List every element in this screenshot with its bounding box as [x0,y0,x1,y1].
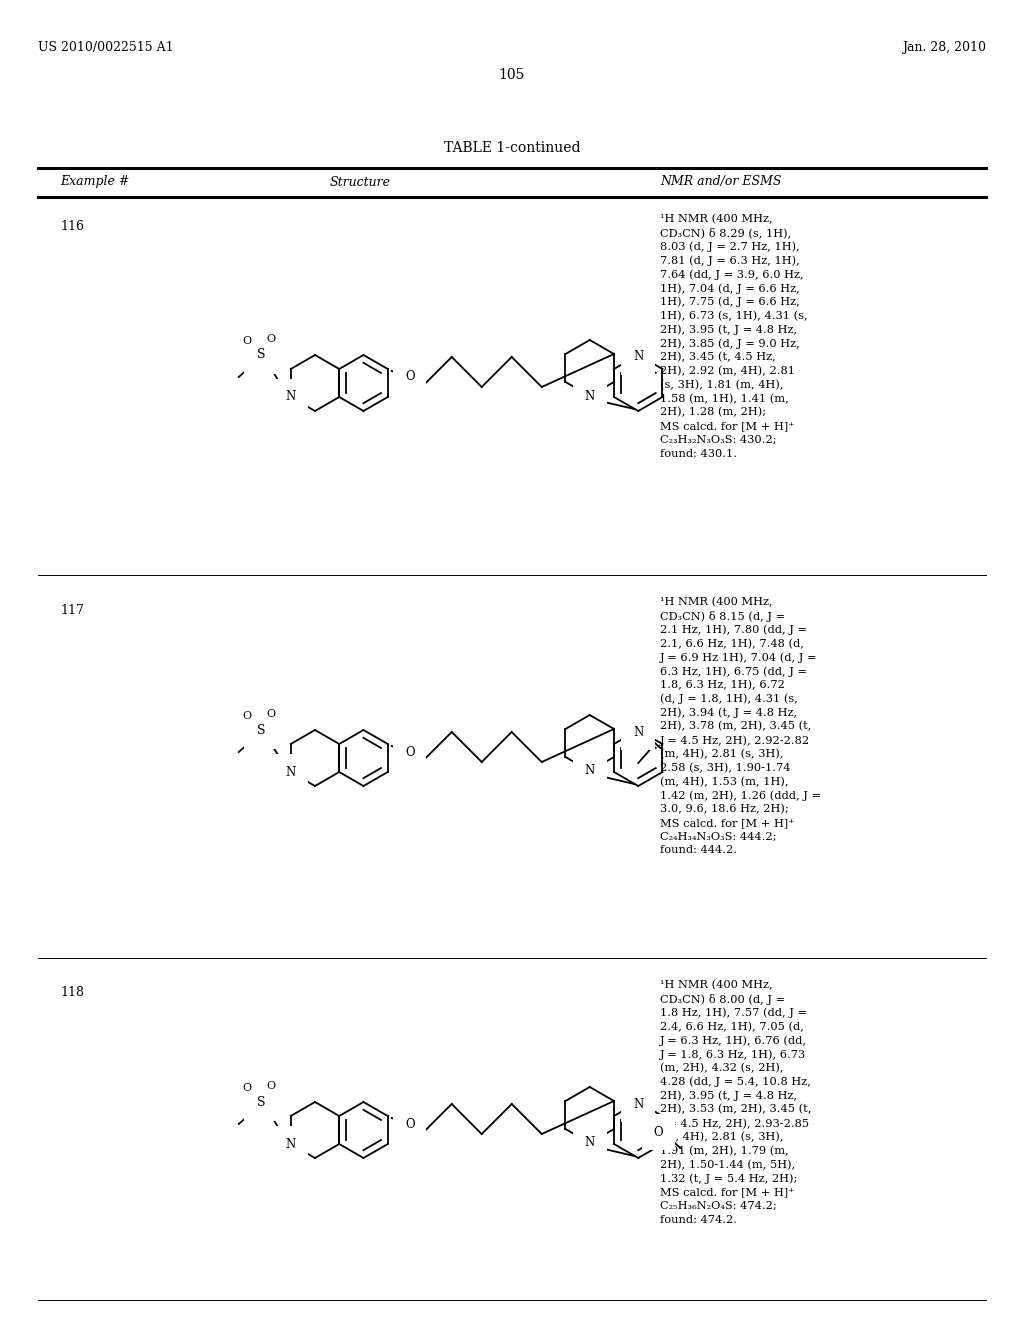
Text: NMR and/or ESMS: NMR and/or ESMS [660,176,781,189]
Text: C₂₅H₃₆N₂O₄S: 474.2;: C₂₅H₃₆N₂O₄S: 474.2; [660,1201,777,1210]
Text: CD₃CN) δ 8.00 (d, J =: CD₃CN) δ 8.00 (d, J = [660,994,785,1005]
Text: found: 474.2.: found: 474.2. [660,1214,737,1225]
Text: N: N [633,1097,643,1110]
Text: O: O [243,337,251,346]
Text: 105: 105 [499,69,525,82]
Text: O: O [404,371,415,384]
Text: 2H), 1.28 (m, 2H);: 2H), 1.28 (m, 2H); [660,407,766,417]
Text: 1.8, 6.3 Hz, 1H), 6.72: 1.8, 6.3 Hz, 1H), 6.72 [660,680,784,690]
Text: C₂₄H₃₄N₃O₃S: 444.2;: C₂₄H₃₄N₃O₃S: 444.2; [660,832,776,842]
Text: O: O [243,711,251,721]
Text: J = 6.9 Hz 1H), 7.04 (d, J =: J = 6.9 Hz 1H), 7.04 (d, J = [660,652,817,663]
Text: found: 430.1.: found: 430.1. [660,449,737,458]
Text: 2.58 (s, 3H), 1.90-1.74: 2.58 (s, 3H), 1.90-1.74 [660,763,791,774]
Text: CD₃CN) δ 8.15 (d, J =: CD₃CN) δ 8.15 (d, J = [660,611,785,622]
Text: 2.1 Hz, 1H), 7.80 (dd, J =: 2.1 Hz, 1H), 7.80 (dd, J = [660,624,807,635]
Text: (m, 4H), 2.81 (s, 3H),: (m, 4H), 2.81 (s, 3H), [660,748,783,759]
Text: 117: 117 [60,603,84,616]
Text: 1.58 (m, 1H), 1.41 (m,: 1.58 (m, 1H), 1.41 (m, [660,393,788,404]
Text: US 2010/0022515 A1: US 2010/0022515 A1 [38,41,174,54]
Text: 2H), 3.95 (t, J = 4.8 Hz,: 2H), 3.95 (t, J = 4.8 Hz, [660,325,797,335]
Text: 2.4, 6.6 Hz, 1H), 7.05 (d,: 2.4, 6.6 Hz, 1H), 7.05 (d, [660,1022,804,1032]
Text: N: N [585,764,595,777]
Text: found: 444.2.: found: 444.2. [660,845,737,855]
Text: C₂₃H₃₂N₃O₃S: 430.2;: C₂₃H₃₂N₃O₃S: 430.2; [660,434,776,445]
Text: (m, 2H), 4.32 (s, 2H),: (m, 2H), 4.32 (s, 2H), [660,1063,783,1073]
Text: 7.64 (dd, J = 3.9, 6.0 Hz,: 7.64 (dd, J = 3.9, 6.0 Hz, [660,269,804,280]
Text: O: O [266,334,275,345]
Text: (m, 4H), 2.81 (s, 3H),: (m, 4H), 2.81 (s, 3H), [660,1131,783,1142]
Text: N: N [286,1138,296,1151]
Text: 2H), 3.94 (t, J = 4.8 Hz,: 2H), 3.94 (t, J = 4.8 Hz, [660,708,797,718]
Text: MS calcd. for [M + H]⁺: MS calcd. for [M + H]⁺ [660,818,795,828]
Text: 2H), 1.50-1.44 (m, 5H),: 2H), 1.50-1.44 (m, 5H), [660,1159,796,1170]
Text: J = 6.3 Hz, 1H), 6.76 (dd,: J = 6.3 Hz, 1H), 6.76 (dd, [660,1035,807,1045]
Text: 2H), 3.78 (m, 2H), 3.45 (t,: 2H), 3.78 (m, 2H), 3.45 (t, [660,721,811,731]
Text: 2H), 3.95 (t, J = 4.8 Hz,: 2H), 3.95 (t, J = 4.8 Hz, [660,1090,797,1101]
Text: Structure: Structure [330,176,390,189]
Text: O: O [653,1126,664,1138]
Text: 1.8 Hz, 1H), 7.57 (dd, J =: 1.8 Hz, 1H), 7.57 (dd, J = [660,1007,807,1018]
Text: ¹H NMR (400 MHz,: ¹H NMR (400 MHz, [660,979,773,990]
Text: ¹H NMR (400 MHz,: ¹H NMR (400 MHz, [660,214,773,224]
Text: 1H), 6.73 (s, 1H), 4.31 (s,: 1H), 6.73 (s, 1H), 4.31 (s, [660,310,808,321]
Text: TABLE 1-continued: TABLE 1-continued [443,141,581,154]
Text: O: O [266,709,275,719]
Text: CD₃CN) δ 8.29 (s, 1H),: CD₃CN) δ 8.29 (s, 1H), [660,228,792,239]
Text: ¹H NMR (400 MHz,: ¹H NMR (400 MHz, [660,597,773,607]
Text: N: N [286,391,296,404]
Text: S: S [256,348,265,362]
Text: O: O [243,1082,251,1093]
Text: 2.1, 6.6 Hz, 1H), 7.48 (d,: 2.1, 6.6 Hz, 1H), 7.48 (d, [660,639,804,648]
Text: 1.32 (t, J = 5.4 Hz, 2H);: 1.32 (t, J = 5.4 Hz, 2H); [660,1173,798,1184]
Text: O: O [404,746,415,759]
Text: 118: 118 [60,986,84,999]
Text: MS calcd. for [M + H]⁺: MS calcd. for [M + H]⁺ [660,1187,795,1197]
Text: S: S [256,1096,265,1109]
Text: (d, J = 1.8, 1H), 4.31 (s,: (d, J = 1.8, 1H), 4.31 (s, [660,693,798,704]
Text: N: N [286,766,296,779]
Text: J = 4.5 Hz, 2H), 2.92-2.82: J = 4.5 Hz, 2H), 2.92-2.82 [660,735,810,746]
Text: 2H), 3.45 (t, 4.5 Hz,: 2H), 3.45 (t, 4.5 Hz, [660,352,776,363]
Text: O: O [404,1118,415,1130]
Text: J = 4.5 Hz, 2H), 2.93-2.85: J = 4.5 Hz, 2H), 2.93-2.85 [660,1118,810,1129]
Text: 4.28 (dd, J = 5.4, 10.8 Hz,: 4.28 (dd, J = 5.4, 10.8 Hz, [660,1077,811,1088]
Text: (m, 4H), 1.53 (m, 1H),: (m, 4H), 1.53 (m, 1H), [660,776,788,787]
Text: 6.3 Hz, 1H), 6.75 (dd, J =: 6.3 Hz, 1H), 6.75 (dd, J = [660,667,807,677]
Text: 1H), 7.75 (d, J = 6.6 Hz,: 1H), 7.75 (d, J = 6.6 Hz, [660,297,800,308]
Text: 1.42 (m, 2H), 1.26 (ddd, J =: 1.42 (m, 2H), 1.26 (ddd, J = [660,791,821,801]
Text: O: O [266,1081,275,1092]
Text: 7.81 (d, J = 6.3 Hz, 1H),: 7.81 (d, J = 6.3 Hz, 1H), [660,255,800,265]
Text: N: N [633,726,643,738]
Text: 2H), 3.85 (d, J = 9.0 Hz,: 2H), 3.85 (d, J = 9.0 Hz, [660,338,800,348]
Text: 8.03 (d, J = 2.7 Hz, 1H),: 8.03 (d, J = 2.7 Hz, 1H), [660,242,800,252]
Text: N: N [633,351,643,363]
Text: 1.91 (m, 2H), 1.79 (m,: 1.91 (m, 2H), 1.79 (m, [660,1146,788,1156]
Text: N: N [585,1137,595,1150]
Text: J = 1.8, 6.3 Hz, 1H), 6.73: J = 1.8, 6.3 Hz, 1H), 6.73 [660,1049,806,1060]
Text: S: S [256,723,265,737]
Text: 1H), 7.04 (d, J = 6.6 Hz,: 1H), 7.04 (d, J = 6.6 Hz, [660,282,800,293]
Text: 3.0, 9.6, 18.6 Hz, 2H);: 3.0, 9.6, 18.6 Hz, 2H); [660,804,788,814]
Text: (s, 3H), 1.81 (m, 4H),: (s, 3H), 1.81 (m, 4H), [660,380,783,389]
Text: MS calcd. for [M + H]⁺: MS calcd. for [M + H]⁺ [660,421,795,432]
Text: N: N [585,389,595,403]
Text: Example #: Example # [60,176,129,189]
Text: 2H), 3.53 (m, 2H), 3.45 (t,: 2H), 3.53 (m, 2H), 3.45 (t, [660,1105,811,1114]
Text: 2H), 2.92 (m, 4H), 2.81: 2H), 2.92 (m, 4H), 2.81 [660,366,795,376]
Text: 116: 116 [60,220,84,234]
Text: Jan. 28, 2010: Jan. 28, 2010 [902,41,986,54]
